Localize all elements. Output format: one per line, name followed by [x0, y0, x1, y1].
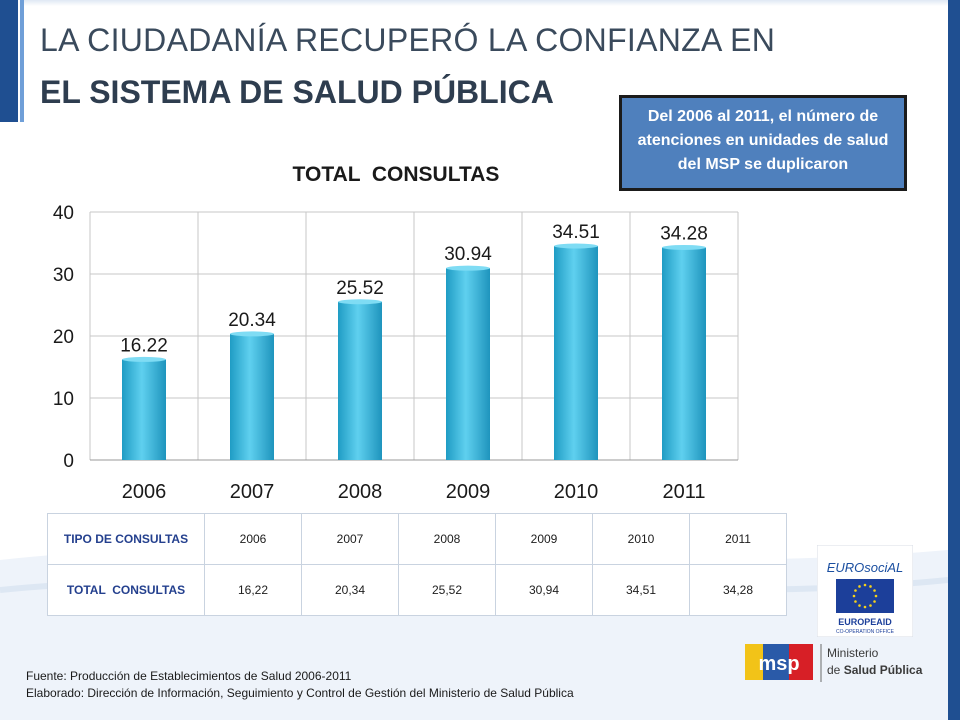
- eu-star: [858, 585, 861, 588]
- eu-star: [863, 583, 867, 587]
- bar-cap: [446, 265, 490, 271]
- table-year-cell: 2008: [398, 513, 496, 565]
- table-year-cell: 2010: [592, 513, 690, 565]
- eu-star: [858, 604, 861, 607]
- table-value-cell: 34,51: [592, 564, 690, 616]
- slide-title-line2: EL SISTEMA DE SALUD PÚBLICA: [40, 74, 554, 110]
- bar: [554, 246, 598, 460]
- eurosocial-text: EUROsociAL: [827, 560, 904, 575]
- msp-logo: msp Ministerio de Salud Pública: [745, 644, 923, 682]
- eu-star: [874, 594, 878, 598]
- ministerio-line1: Ministerio: [827, 646, 879, 660]
- x-tick-label: 2010: [554, 481, 599, 503]
- bar: [446, 268, 490, 460]
- bar-cap: [338, 299, 382, 305]
- table-row-label: TOTAL CONSULTAS: [47, 564, 205, 616]
- footer-source: Fuente: Producción de Establecimientos d…: [26, 669, 352, 683]
- bar-cap: [554, 243, 598, 249]
- chart-title: TOTAL CONSULTAS: [293, 163, 500, 186]
- bar: [662, 247, 706, 460]
- y-tick-label: 30: [53, 265, 74, 286]
- eu-star: [854, 600, 857, 603]
- data-label: 30.94: [444, 244, 492, 265]
- slide-title-line1: LA CIUDADANÍA RECUPERÓ LA CONFIANZA EN: [40, 22, 776, 58]
- europeaid-text: EUROPEAID: [838, 617, 892, 627]
- eurosocial-logo: EUROsociAL EUROPEAID CO-OPERATION OFFICE: [817, 545, 913, 637]
- y-tick-label: 40: [53, 203, 74, 224]
- bar-cap: [122, 356, 166, 362]
- top-border: [24, 0, 948, 6]
- table-header-label: TIPO DE CONSULTAS: [47, 513, 205, 565]
- data-label: 25.52: [336, 278, 384, 299]
- eu-star: [863, 605, 867, 609]
- x-tick-label: 2011: [662, 481, 705, 503]
- eu-star: [854, 589, 857, 592]
- callout-box: Del 2006 al 2011, el número de atencione…: [619, 95, 907, 191]
- table-year-cell: 2007: [301, 513, 399, 565]
- x-tick-label: 2008: [338, 481, 383, 503]
- y-tick-label: 10: [53, 389, 74, 410]
- bar-cap: [662, 244, 706, 250]
- table-value-cell: 20,34: [301, 564, 399, 616]
- data-label: 20.34: [228, 310, 276, 331]
- table-header-row: TIPO DE CONSULTAS 2006 2007 2008 2009 20…: [47, 513, 787, 565]
- eu-star: [873, 589, 876, 592]
- table-value-cell: 25,52: [398, 564, 496, 616]
- bar: [338, 301, 382, 460]
- eu-star: [873, 600, 876, 603]
- y-tick-label: 20: [53, 327, 74, 348]
- eu-star: [869, 604, 872, 607]
- bar: [122, 359, 166, 460]
- table-value-cell: 30,94: [495, 564, 593, 616]
- eu-star: [852, 594, 856, 598]
- table-year-cell: 2011: [689, 513, 787, 565]
- right-accent-bar: [948, 0, 960, 720]
- table-value-cell: 34,28: [689, 564, 787, 616]
- x-tick-label: 2007: [230, 481, 275, 503]
- data-label: 16.22: [120, 335, 168, 356]
- bar: [230, 333, 274, 460]
- table-year-cell: 2009: [495, 513, 593, 565]
- eu-stars-icon: [852, 583, 878, 609]
- bar-cap: [230, 331, 274, 337]
- y-tick-label: 0: [63, 451, 74, 472]
- table-value-cell: 16,22: [204, 564, 302, 616]
- bar-chart: TOTAL CONSULTAS 0 10 20 30 40 16.22 2006 20.34 2…: [53, 163, 739, 503]
- eu-star: [869, 585, 872, 588]
- table-row: TOTAL CONSULTAS 16,22 20,34 25,52 30,94 …: [47, 564, 787, 616]
- ministerio-line2: de Salud Pública: [827, 663, 923, 677]
- left-accent-stripe: [20, 0, 24, 122]
- footer: Fuente: Producción de Establecimientos d…: [26, 668, 574, 702]
- data-label: 34.51: [552, 222, 600, 243]
- data-table: TIPO DE CONSULTAS 2006 2007 2008 2009 20…: [47, 513, 787, 616]
- footer-prepared: Elaborado: Dirección de Información, Seg…: [26, 686, 574, 700]
- table-year-cell: 2006: [204, 513, 302, 565]
- data-label: 34.28: [660, 223, 708, 244]
- x-tick-label: 2009: [446, 481, 491, 503]
- x-tick-label: 2006: [122, 481, 167, 503]
- msp-text: msp: [758, 653, 799, 675]
- europeaid-subtext: CO-OPERATION OFFICE: [836, 629, 895, 635]
- left-accent-bar: [0, 0, 18, 122]
